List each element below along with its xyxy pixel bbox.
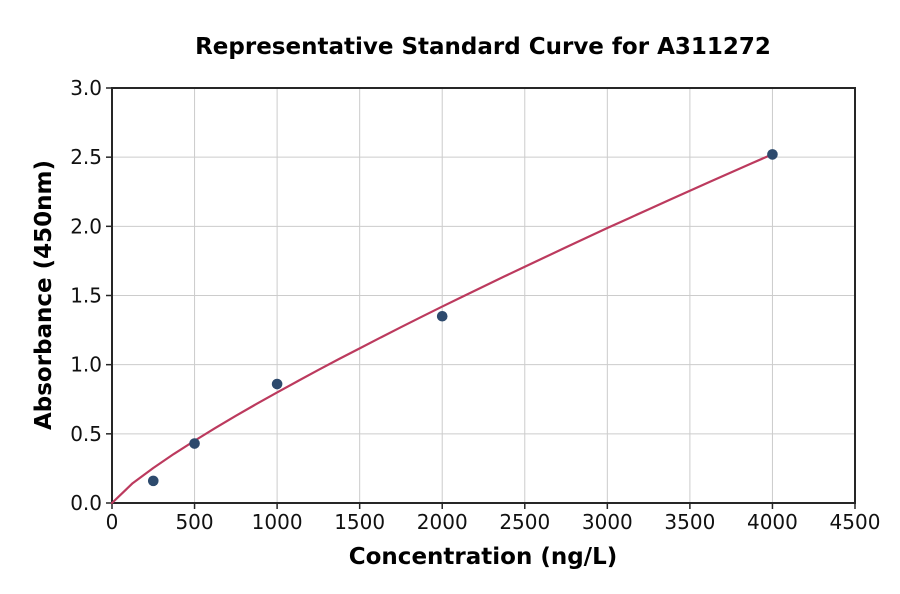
y-tick-label: 2.0 — [70, 214, 102, 238]
y-tick-label: 2.5 — [70, 145, 102, 169]
x-tick-label: 2500 — [499, 510, 550, 534]
y-tick-label: 1.0 — [70, 353, 102, 377]
x-tick-label: 0 — [106, 510, 119, 534]
x-tick-label: 3000 — [582, 510, 633, 534]
x-tick-label: 3500 — [664, 510, 715, 534]
x-tick-label: 2000 — [417, 510, 468, 534]
x-tick-label: 4000 — [747, 510, 798, 534]
x-tick-label: 4500 — [830, 510, 881, 534]
data-point — [147, 475, 159, 487]
data-point — [436, 310, 448, 322]
x-tick-label: 1000 — [252, 510, 303, 534]
x-tick-label: 1500 — [334, 510, 385, 534]
axes-layer: 0 500 1000 1500 2000 2500 3000 3500 4000 4500 0.0 0… — [70, 76, 880, 534]
y-tick-label: 3.0 — [70, 76, 102, 100]
gridlines-layer — [111, 87, 856, 504]
y-axis-label: Absorbance (450nm) — [31, 160, 57, 430]
x-axis-label: Concentration (ng/L) — [349, 544, 618, 570]
plot-border — [111, 87, 856, 504]
x-tick-label: 500 — [175, 510, 213, 534]
data-point — [271, 378, 283, 390]
y-tick-label: 0.0 — [70, 491, 102, 515]
series-layer — [110, 149, 778, 505]
fit-curve-line — [110, 153, 774, 505]
y-tick-label: 1.5 — [70, 284, 102, 308]
y-tick-label: 0.5 — [70, 422, 102, 446]
data-point — [189, 438, 200, 449]
data-point — [767, 149, 778, 160]
chart-title: Representative Standard Curve for A31127… — [195, 34, 771, 60]
